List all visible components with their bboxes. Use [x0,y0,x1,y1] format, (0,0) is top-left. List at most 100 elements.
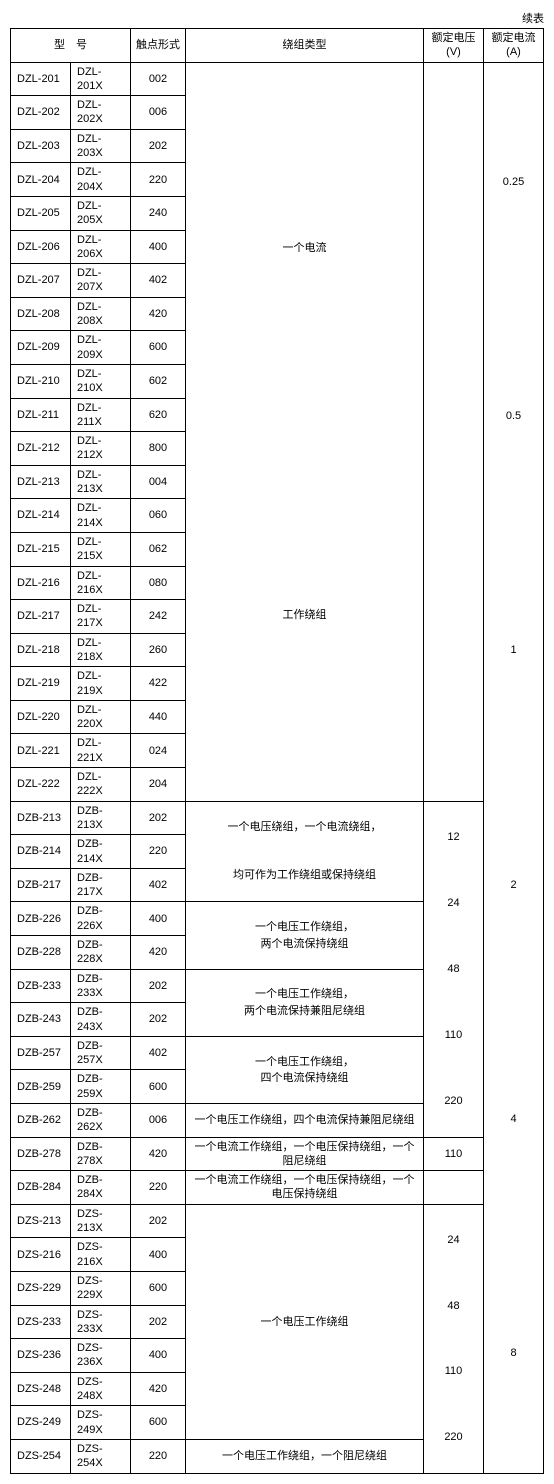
model-b: DZL-214X [71,499,131,533]
model-b: DZS-233X [71,1305,131,1339]
model-b: DZL-217X [71,600,131,634]
model-a: DZL-221 [11,734,71,768]
model-b: DZL-212X [71,432,131,466]
model-b: DZB-243X [71,1003,131,1037]
model-a: DZL-209 [11,331,71,365]
contact-form: 204 [131,768,186,802]
model-b: DZB-228X [71,936,131,970]
header-voltage: 额定电压(V) [424,29,484,63]
contact-form: 002 [131,62,186,96]
contact-form: 400 [131,902,186,936]
model-b: DZS-254X [71,1439,131,1473]
contact-form: 420 [131,297,186,331]
winding-type: 一个电流工作绕组 [186,62,424,801]
model-b: DZL-215X [71,532,131,566]
model-b: DZB-262X [71,1104,131,1138]
model-a: DZL-212 [11,432,71,466]
contact-form: 080 [131,566,186,600]
continuation-label: 续表 [10,10,544,26]
model-b: DZL-208X [71,297,131,331]
contact-form: 600 [131,1406,186,1440]
model-a: DZS-216 [11,1238,71,1272]
model-a: DZB-262 [11,1104,71,1138]
model-b: DZB-217X [71,868,131,902]
model-a: DZS-236 [11,1339,71,1373]
model-b: DZL-204X [71,163,131,197]
rated-voltage: 122448110220 [424,801,484,1137]
model-b: DZB-226X [71,902,131,936]
contact-form: 202 [131,1003,186,1037]
model-b: DZL-222X [71,768,131,802]
model-a: DZB-233 [11,969,71,1003]
model-b: DZL-205X [71,196,131,230]
contact-form: 006 [131,1104,186,1138]
table-row: DZB-213DZB-213X202一个电压绕组，一个电流绕组，均可作为工作绕组… [11,801,544,835]
contact-form: 202 [131,801,186,835]
contact-form: 600 [131,1070,186,1104]
model-a: DZB-213 [11,801,71,835]
winding-type: 一个电压工作绕组，两个电流保持绕组 [186,902,424,969]
rated-voltage [424,1171,484,1205]
model-b: DZL-207X [71,264,131,298]
model-b: DZB-214X [71,835,131,869]
contact-form: 220 [131,835,186,869]
model-b: DZB-259X [71,1070,131,1104]
contact-form: 620 [131,398,186,432]
contact-form: 400 [131,1339,186,1373]
model-b: DZL-210X [71,364,131,398]
model-b: DZB-278X [71,1137,131,1171]
model-a: DZL-213 [11,465,71,499]
model-a: DZL-202 [11,96,71,130]
model-a: DZB-243 [11,1003,71,1037]
rated-voltage [424,62,484,801]
contact-form: 400 [131,1238,186,1272]
contact-form: 240 [131,196,186,230]
model-a: DZL-208 [11,297,71,331]
winding-type: 一个电压工作绕组 [186,1204,424,1439]
contact-form: 220 [131,163,186,197]
winding-type: 一个电压绕组，一个电流绕组，均可作为工作绕组或保持绕组 [186,801,424,902]
winding-type: 一个电流工作绕组，一个电压保持绕组，一个电压保持绕组 [186,1171,424,1205]
model-a: DZS-248 [11,1372,71,1406]
model-a: DZB-217 [11,868,71,902]
model-a: DZL-215 [11,532,71,566]
contact-form: 004 [131,465,186,499]
model-b: DZS-249X [71,1406,131,1440]
header-model: 型 号 [11,29,131,63]
header-current: 额定电流(A) [484,29,544,63]
model-a: DZB-257 [11,1036,71,1070]
model-a: DZL-214 [11,499,71,533]
contact-form: 202 [131,1204,186,1238]
table-row: DZL-201DZL-201X002一个电流工作绕组0.250.51248 [11,62,544,96]
model-a: DZB-214 [11,835,71,869]
model-a: DZL-211 [11,398,71,432]
contact-form: 420 [131,1372,186,1406]
model-b: DZB-284X [71,1171,131,1205]
model-b: DZS-236X [71,1339,131,1373]
table-row: DZB-278DZB-278X420一个电流工作绕组，一个电压保持绕组，一个阻尼… [11,1137,544,1171]
model-a: DZL-205 [11,196,71,230]
header-contact: 触点形式 [131,29,186,63]
contact-form: 402 [131,264,186,298]
model-a: DZB-259 [11,1070,71,1104]
model-a: DZL-217 [11,600,71,634]
contact-form: 402 [131,868,186,902]
model-b: DZB-257X [71,1036,131,1070]
contact-form: 060 [131,499,186,533]
contact-form: 202 [131,129,186,163]
rated-voltage: 110 [424,1137,484,1171]
winding-type: 一个电压工作绕组，四个电流保持绕组 [186,1036,424,1103]
contact-form: 600 [131,331,186,365]
contact-form: 202 [131,969,186,1003]
model-b: DZL-211X [71,398,131,432]
model-b: DZL-206X [71,230,131,264]
rated-voltage: 2448110220 [424,1204,484,1473]
contact-form: 800 [131,432,186,466]
table-row: DZB-284DZB-284X220一个电流工作绕组，一个电压保持绕组，一个电压… [11,1171,544,1205]
model-b: DZB-213X [71,801,131,835]
model-b: DZL-203X [71,129,131,163]
model-a: DZL-218 [11,633,71,667]
model-a: DZL-204 [11,163,71,197]
model-b: DZL-209X [71,331,131,365]
contact-form: 202 [131,1305,186,1339]
